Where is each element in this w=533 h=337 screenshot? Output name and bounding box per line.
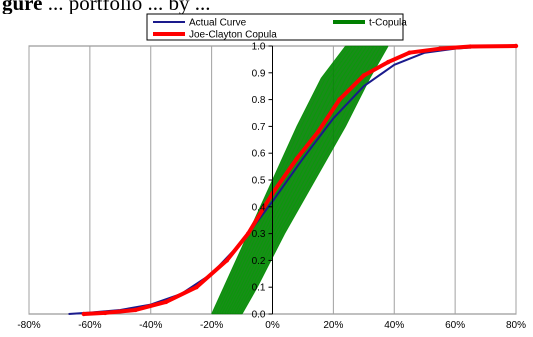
joe-clayton-point bbox=[224, 258, 230, 263]
joe-clayton-point bbox=[294, 156, 300, 161]
x-tick-label: -60% bbox=[78, 320, 101, 331]
legend-label: t-Copula bbox=[369, 18, 407, 29]
joe-clayton-point bbox=[194, 285, 199, 290]
y-tick-label: 0.6 bbox=[252, 149, 266, 160]
joe-clayton-point bbox=[337, 97, 342, 102]
joe-clayton-point bbox=[385, 59, 391, 65]
x-tick-label: 80% bbox=[506, 320, 526, 331]
joe-clayton-point bbox=[513, 43, 519, 49]
t-copula-curve bbox=[239, 45, 386, 315]
y-tick-label: 0.0 bbox=[252, 310, 266, 321]
joe-clayton-point bbox=[81, 311, 86, 317]
series-layer bbox=[68, 43, 519, 317]
y-tick-label: 0.9 bbox=[252, 68, 266, 79]
t-copula-curve bbox=[234, 45, 378, 315]
legend-box bbox=[146, 13, 404, 41]
joe-clayton-point bbox=[163, 299, 169, 305]
joe-clayton-point bbox=[407, 50, 412, 55]
x-tick-label: -20% bbox=[200, 320, 223, 331]
joe-clayton-point bbox=[245, 231, 251, 236]
t-copula-curve bbox=[241, 45, 389, 315]
y-tick-label: 0.3 bbox=[252, 229, 266, 240]
legend: Actual Curve t-Copula Joe-Clayton Copula bbox=[146, 13, 407, 41]
x-tick-label: 0% bbox=[265, 320, 280, 331]
legend-label: Joe-Clayton Copula bbox=[189, 30, 277, 41]
joe-clayton-point bbox=[468, 44, 473, 49]
figure-caption-header: gure ... portfolio ... by ... bbox=[0, 0, 533, 14]
y-tick-label: 0.7 bbox=[252, 122, 266, 133]
axes: -80% -60% -40% -20% 0% 20% 40% 60% 80% 0.0 0.1 0.2 0… bbox=[17, 42, 526, 332]
t-copula-curve bbox=[231, 45, 375, 315]
y-tick-label: 0.4 bbox=[252, 202, 266, 213]
x-tick-label: -40% bbox=[139, 320, 162, 331]
t-copula-curve bbox=[228, 45, 371, 315]
y-tick-label: 0.5 bbox=[252, 176, 266, 187]
joe-clayton-point bbox=[133, 307, 138, 313]
x-tick-label: 40% bbox=[384, 320, 404, 331]
joe-clayton-point bbox=[102, 310, 108, 316]
figure-label: gure bbox=[2, 0, 43, 14]
legend-label: Actual Curve bbox=[189, 18, 247, 29]
y-tick-label: 1.0 bbox=[252, 42, 266, 53]
t-copula-curve bbox=[223, 45, 364, 315]
y-tick-label: 0.2 bbox=[252, 256, 266, 267]
figure-caption-text: gure ... portfolio ... by ... bbox=[2, 0, 210, 14]
x-tick-label: -80% bbox=[17, 320, 40, 331]
y-tick-label: 0.1 bbox=[252, 283, 266, 294]
x-tick-label: 20% bbox=[323, 320, 343, 331]
joe-clayton-point bbox=[437, 46, 443, 51]
t-copula-band bbox=[211, 45, 389, 315]
joe-clayton-point bbox=[315, 129, 321, 134]
t-copula-curve bbox=[213, 45, 350, 315]
figure-caption: ... portfolio ... by ... bbox=[42, 0, 211, 14]
y-tick-label: 0.8 bbox=[252, 95, 266, 106]
joe-clayton-point bbox=[361, 73, 367, 78]
t-copula-curve bbox=[226, 45, 368, 315]
x-tick-label: 60% bbox=[445, 320, 465, 331]
